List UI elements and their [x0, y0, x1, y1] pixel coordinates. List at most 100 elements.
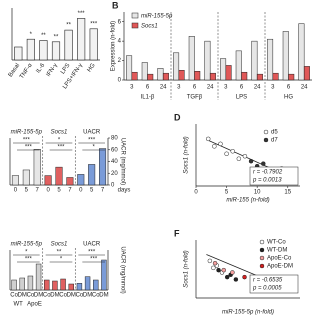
bar	[11, 279, 17, 291]
time-label: 24	[301, 85, 308, 91]
legend-swatch	[131, 12, 139, 19]
days-label: days	[118, 188, 131, 194]
x-tick-label: DM	[83, 293, 92, 299]
significance: ***	[90, 257, 98, 263]
bar	[147, 73, 154, 81]
bar	[298, 23, 305, 81]
category-label: TNF-α	[19, 62, 34, 80]
significance: **	[54, 34, 59, 40]
x-tick-label: 7	[101, 188, 105, 194]
category-label: IL-6	[36, 62, 47, 74]
x-tick-label: 7	[36, 188, 40, 194]
x-tick-label: 0	[79, 188, 83, 194]
point	[221, 267, 226, 273]
group-label: LPS	[236, 95, 247, 101]
x-tick-label: 0	[194, 190, 198, 196]
y2-tick-label: 20	[111, 171, 118, 177]
section-title: UACR	[83, 242, 101, 248]
bar	[173, 52, 180, 81]
time-label: 3	[224, 85, 228, 91]
x-tick-label: DM	[67, 293, 76, 299]
bar	[131, 71, 138, 81]
bar	[99, 148, 107, 186]
x-axis-label: miR-155-5p (n-fold)	[222, 310, 274, 316]
bar	[88, 164, 96, 186]
legend-label: WT-Co	[267, 240, 286, 246]
significance: ***	[78, 11, 86, 17]
point	[212, 260, 218, 266]
x-tick-label: 5	[25, 188, 29, 194]
bar	[11, 175, 19, 186]
bar	[26, 38, 35, 61]
time-label: 3	[130, 85, 134, 91]
bar	[39, 40, 48, 61]
legend-marker	[259, 263, 265, 269]
significance: ***	[23, 138, 31, 144]
significance: *	[58, 138, 61, 144]
x-tick-label: DM	[18, 293, 27, 299]
x-tick-label: 0	[46, 188, 50, 194]
point	[224, 274, 230, 280]
bar	[89, 28, 98, 61]
bar	[76, 283, 83, 291]
stats-r: r = -0.7902	[253, 170, 283, 176]
legend-marker	[259, 255, 265, 261]
panel-label: D	[174, 112, 181, 122]
stats-p: p = 0.0013	[252, 178, 282, 184]
bar	[220, 58, 227, 81]
bar	[93, 279, 99, 291]
y2-axis-label: UACR (mg/mmol)	[119, 246, 125, 293]
significance: ***	[88, 250, 96, 256]
time-label: 6	[287, 85, 291, 91]
legend-label: ApoE-DM	[267, 264, 293, 270]
legend-label: miR-155-5p	[141, 14, 173, 20]
y2-axis-label: UACR (mg/mmol)	[119, 138, 125, 185]
significance: ***	[90, 21, 98, 27]
x-axis-label: miR-155 (n-fold)	[226, 198, 269, 204]
group-label: HG	[284, 95, 293, 101]
stats-box	[249, 274, 299, 294]
time-label: 24	[160, 85, 167, 91]
section-title: Socs1	[51, 242, 68, 248]
point	[230, 149, 235, 154]
significance: ***	[57, 145, 65, 151]
bar	[157, 68, 164, 81]
point	[242, 274, 247, 280]
time-label: 24	[207, 85, 214, 91]
stats-r: r = -0.6535	[253, 278, 283, 284]
bar	[44, 175, 52, 186]
legend-label: ApoE-Co	[267, 256, 292, 262]
legend-label: Socs1	[141, 24, 158, 30]
y-tick-label: 2	[118, 58, 122, 64]
point	[205, 136, 211, 142]
bar	[68, 283, 74, 291]
bar	[19, 277, 25, 291]
x-tick-label: Co	[10, 293, 18, 299]
legend-label: d7	[271, 138, 278, 144]
point	[212, 144, 217, 149]
section-title: miR-155-5p	[11, 242, 43, 248]
point	[242, 153, 248, 159]
bar	[55, 166, 63, 186]
point	[211, 265, 216, 271]
x-tick-label: Co	[92, 293, 100, 299]
x-tick-label: 7	[68, 188, 72, 194]
x-tick-label: Co	[27, 293, 35, 299]
category-label: IFN-γ	[46, 63, 59, 78]
y-axis-label: Expression (n-fold)	[111, 21, 117, 71]
time-label: 3	[271, 85, 275, 91]
significance: ***	[25, 257, 33, 263]
bar	[60, 278, 66, 291]
bar	[84, 276, 91, 291]
category-label: LPS	[60, 63, 71, 76]
point	[236, 156, 242, 161]
bar	[241, 71, 248, 81]
bar	[235, 50, 242, 81]
bar	[101, 259, 107, 291]
bar	[256, 73, 263, 81]
bar	[204, 40, 211, 81]
time-label: 3	[177, 85, 181, 91]
group-label: TGFβ	[187, 95, 203, 101]
y-axis-label: Socs1 (n-fold)	[184, 250, 190, 287]
time-label: 24	[254, 85, 261, 91]
